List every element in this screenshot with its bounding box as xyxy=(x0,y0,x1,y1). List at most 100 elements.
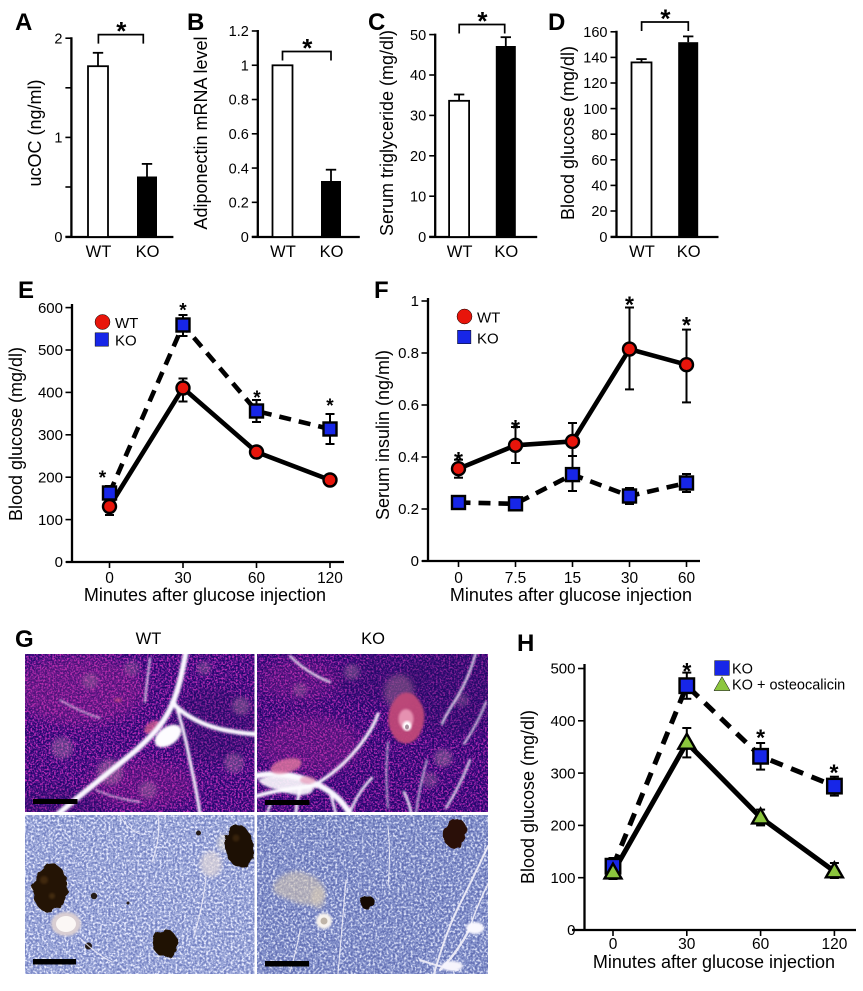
svg-text:*: * xyxy=(660,4,671,34)
svg-text:*: * xyxy=(253,388,261,409)
svg-text:KO: KO xyxy=(677,243,701,261)
svg-text:KO: KO xyxy=(477,331,499,348)
svg-text:*: * xyxy=(477,6,488,36)
svg-text:WT: WT xyxy=(629,243,655,261)
svg-text:WT: WT xyxy=(115,315,138,332)
svg-text:Minutes after glucose injectio: Minutes after glucose injection xyxy=(593,952,835,972)
svg-text:100: 100 xyxy=(38,512,63,529)
svg-text:100: 100 xyxy=(550,870,575,887)
svg-text:C: C xyxy=(368,9,385,36)
svg-text:A: A xyxy=(15,9,32,36)
svg-text:*: * xyxy=(99,468,107,489)
svg-text:30: 30 xyxy=(678,936,696,953)
svg-text:Minutes after glucose injectio: Minutes after glucose injection xyxy=(450,585,692,605)
svg-text:*: * xyxy=(682,312,691,338)
svg-text:0.2: 0.2 xyxy=(398,501,419,518)
svg-text:Minutes after glucose injectio: Minutes after glucose injection xyxy=(84,585,326,605)
svg-text:0: 0 xyxy=(567,922,575,939)
svg-text:KO: KO xyxy=(320,243,344,261)
svg-text:15: 15 xyxy=(564,570,581,587)
svg-text:20: 20 xyxy=(591,204,607,220)
svg-text:30: 30 xyxy=(621,570,639,587)
svg-text:*: * xyxy=(302,33,313,63)
svg-text:WT: WT xyxy=(136,630,162,648)
svg-text:400: 400 xyxy=(550,713,575,730)
svg-text:2: 2 xyxy=(54,31,62,47)
svg-text:0: 0 xyxy=(609,936,618,953)
svg-text:300: 300 xyxy=(38,427,63,444)
svg-text:600: 600 xyxy=(38,300,63,317)
svg-text:KO: KO xyxy=(115,333,137,350)
svg-text:Serum insulin (ng/ml): Serum insulin (ng/ml) xyxy=(373,350,393,520)
svg-text:0: 0 xyxy=(454,570,463,587)
svg-text:30: 30 xyxy=(410,109,426,125)
svg-text:0: 0 xyxy=(599,230,607,246)
svg-text:WT: WT xyxy=(447,243,473,261)
svg-text:0.4: 0.4 xyxy=(398,449,419,466)
svg-text:WT: WT xyxy=(477,310,500,327)
svg-text:0: 0 xyxy=(105,570,114,587)
svg-text:*: * xyxy=(625,292,634,318)
svg-text:60: 60 xyxy=(591,153,607,169)
svg-text:*: * xyxy=(179,301,187,322)
svg-text:60: 60 xyxy=(248,570,266,587)
svg-text:0: 0 xyxy=(241,230,249,246)
svg-text:ucOC (ng/ml): ucOC (ng/ml) xyxy=(25,79,45,186)
svg-text:160: 160 xyxy=(583,25,607,41)
svg-text:0.8: 0.8 xyxy=(229,93,249,109)
svg-text:F: F xyxy=(374,277,389,304)
svg-text:Adiponectin mRNA level: Adiponectin mRNA level xyxy=(191,36,211,229)
svg-text:KO + osteocalicin: KO + osteocalicin xyxy=(732,678,845,694)
svg-text:WT: WT xyxy=(86,243,112,261)
svg-text:40: 40 xyxy=(591,179,607,195)
svg-text:400: 400 xyxy=(38,385,63,402)
svg-text:KO: KO xyxy=(732,662,753,678)
svg-text:B: B xyxy=(187,9,204,36)
svg-text:KO: KO xyxy=(136,243,160,261)
svg-text:0.6: 0.6 xyxy=(229,127,249,143)
svg-text:D: D xyxy=(548,9,565,36)
svg-text:300: 300 xyxy=(550,765,575,782)
svg-text:0: 0 xyxy=(418,230,426,246)
svg-text:140: 140 xyxy=(583,51,607,67)
svg-text:120: 120 xyxy=(317,570,343,587)
svg-text:0: 0 xyxy=(55,554,63,571)
svg-text:120: 120 xyxy=(821,936,847,953)
svg-text:0.8: 0.8 xyxy=(398,345,419,362)
svg-text:40: 40 xyxy=(410,68,426,84)
svg-text:WT: WT xyxy=(270,243,296,261)
svg-text:60: 60 xyxy=(678,570,696,587)
svg-text:0.6: 0.6 xyxy=(398,397,419,414)
svg-text:Serum triglyceride (mg/dl): Serum triglyceride (mg/dl) xyxy=(377,30,397,236)
svg-text:0: 0 xyxy=(54,230,62,246)
svg-text:1.2: 1.2 xyxy=(229,24,249,40)
svg-text:0: 0 xyxy=(411,553,419,570)
svg-text:*: * xyxy=(682,658,691,684)
svg-text:*: * xyxy=(326,396,334,417)
svg-text:*: * xyxy=(454,447,463,473)
svg-text:500: 500 xyxy=(38,342,63,359)
svg-text:G: G xyxy=(15,626,34,653)
svg-text:Blood glucose (mg/dl): Blood glucose (mg/dl) xyxy=(6,347,26,521)
svg-text:100: 100 xyxy=(583,102,607,118)
svg-text:Blood glucose (mg/dl): Blood glucose (mg/dl) xyxy=(558,46,578,220)
svg-text:200: 200 xyxy=(550,818,575,835)
svg-text:*: * xyxy=(116,16,127,46)
svg-text:80: 80 xyxy=(591,127,607,143)
svg-text:60: 60 xyxy=(752,936,770,953)
svg-text:30: 30 xyxy=(174,570,192,587)
svg-text:0.2: 0.2 xyxy=(229,196,249,212)
svg-text:*: * xyxy=(756,725,765,751)
svg-text:20: 20 xyxy=(410,149,426,165)
svg-text:120: 120 xyxy=(583,76,607,92)
svg-text:1: 1 xyxy=(241,58,249,74)
svg-text:KO: KO xyxy=(494,243,518,261)
svg-text:200: 200 xyxy=(38,469,63,486)
svg-text:KO: KO xyxy=(361,630,385,648)
svg-text:Blood glucose (mg/dl): Blood glucose (mg/dl) xyxy=(518,710,538,884)
svg-text:1: 1 xyxy=(411,293,419,310)
svg-text:50: 50 xyxy=(410,28,426,44)
svg-text:1: 1 xyxy=(54,131,62,147)
svg-text:*: * xyxy=(830,760,839,786)
svg-text:500: 500 xyxy=(550,661,575,678)
